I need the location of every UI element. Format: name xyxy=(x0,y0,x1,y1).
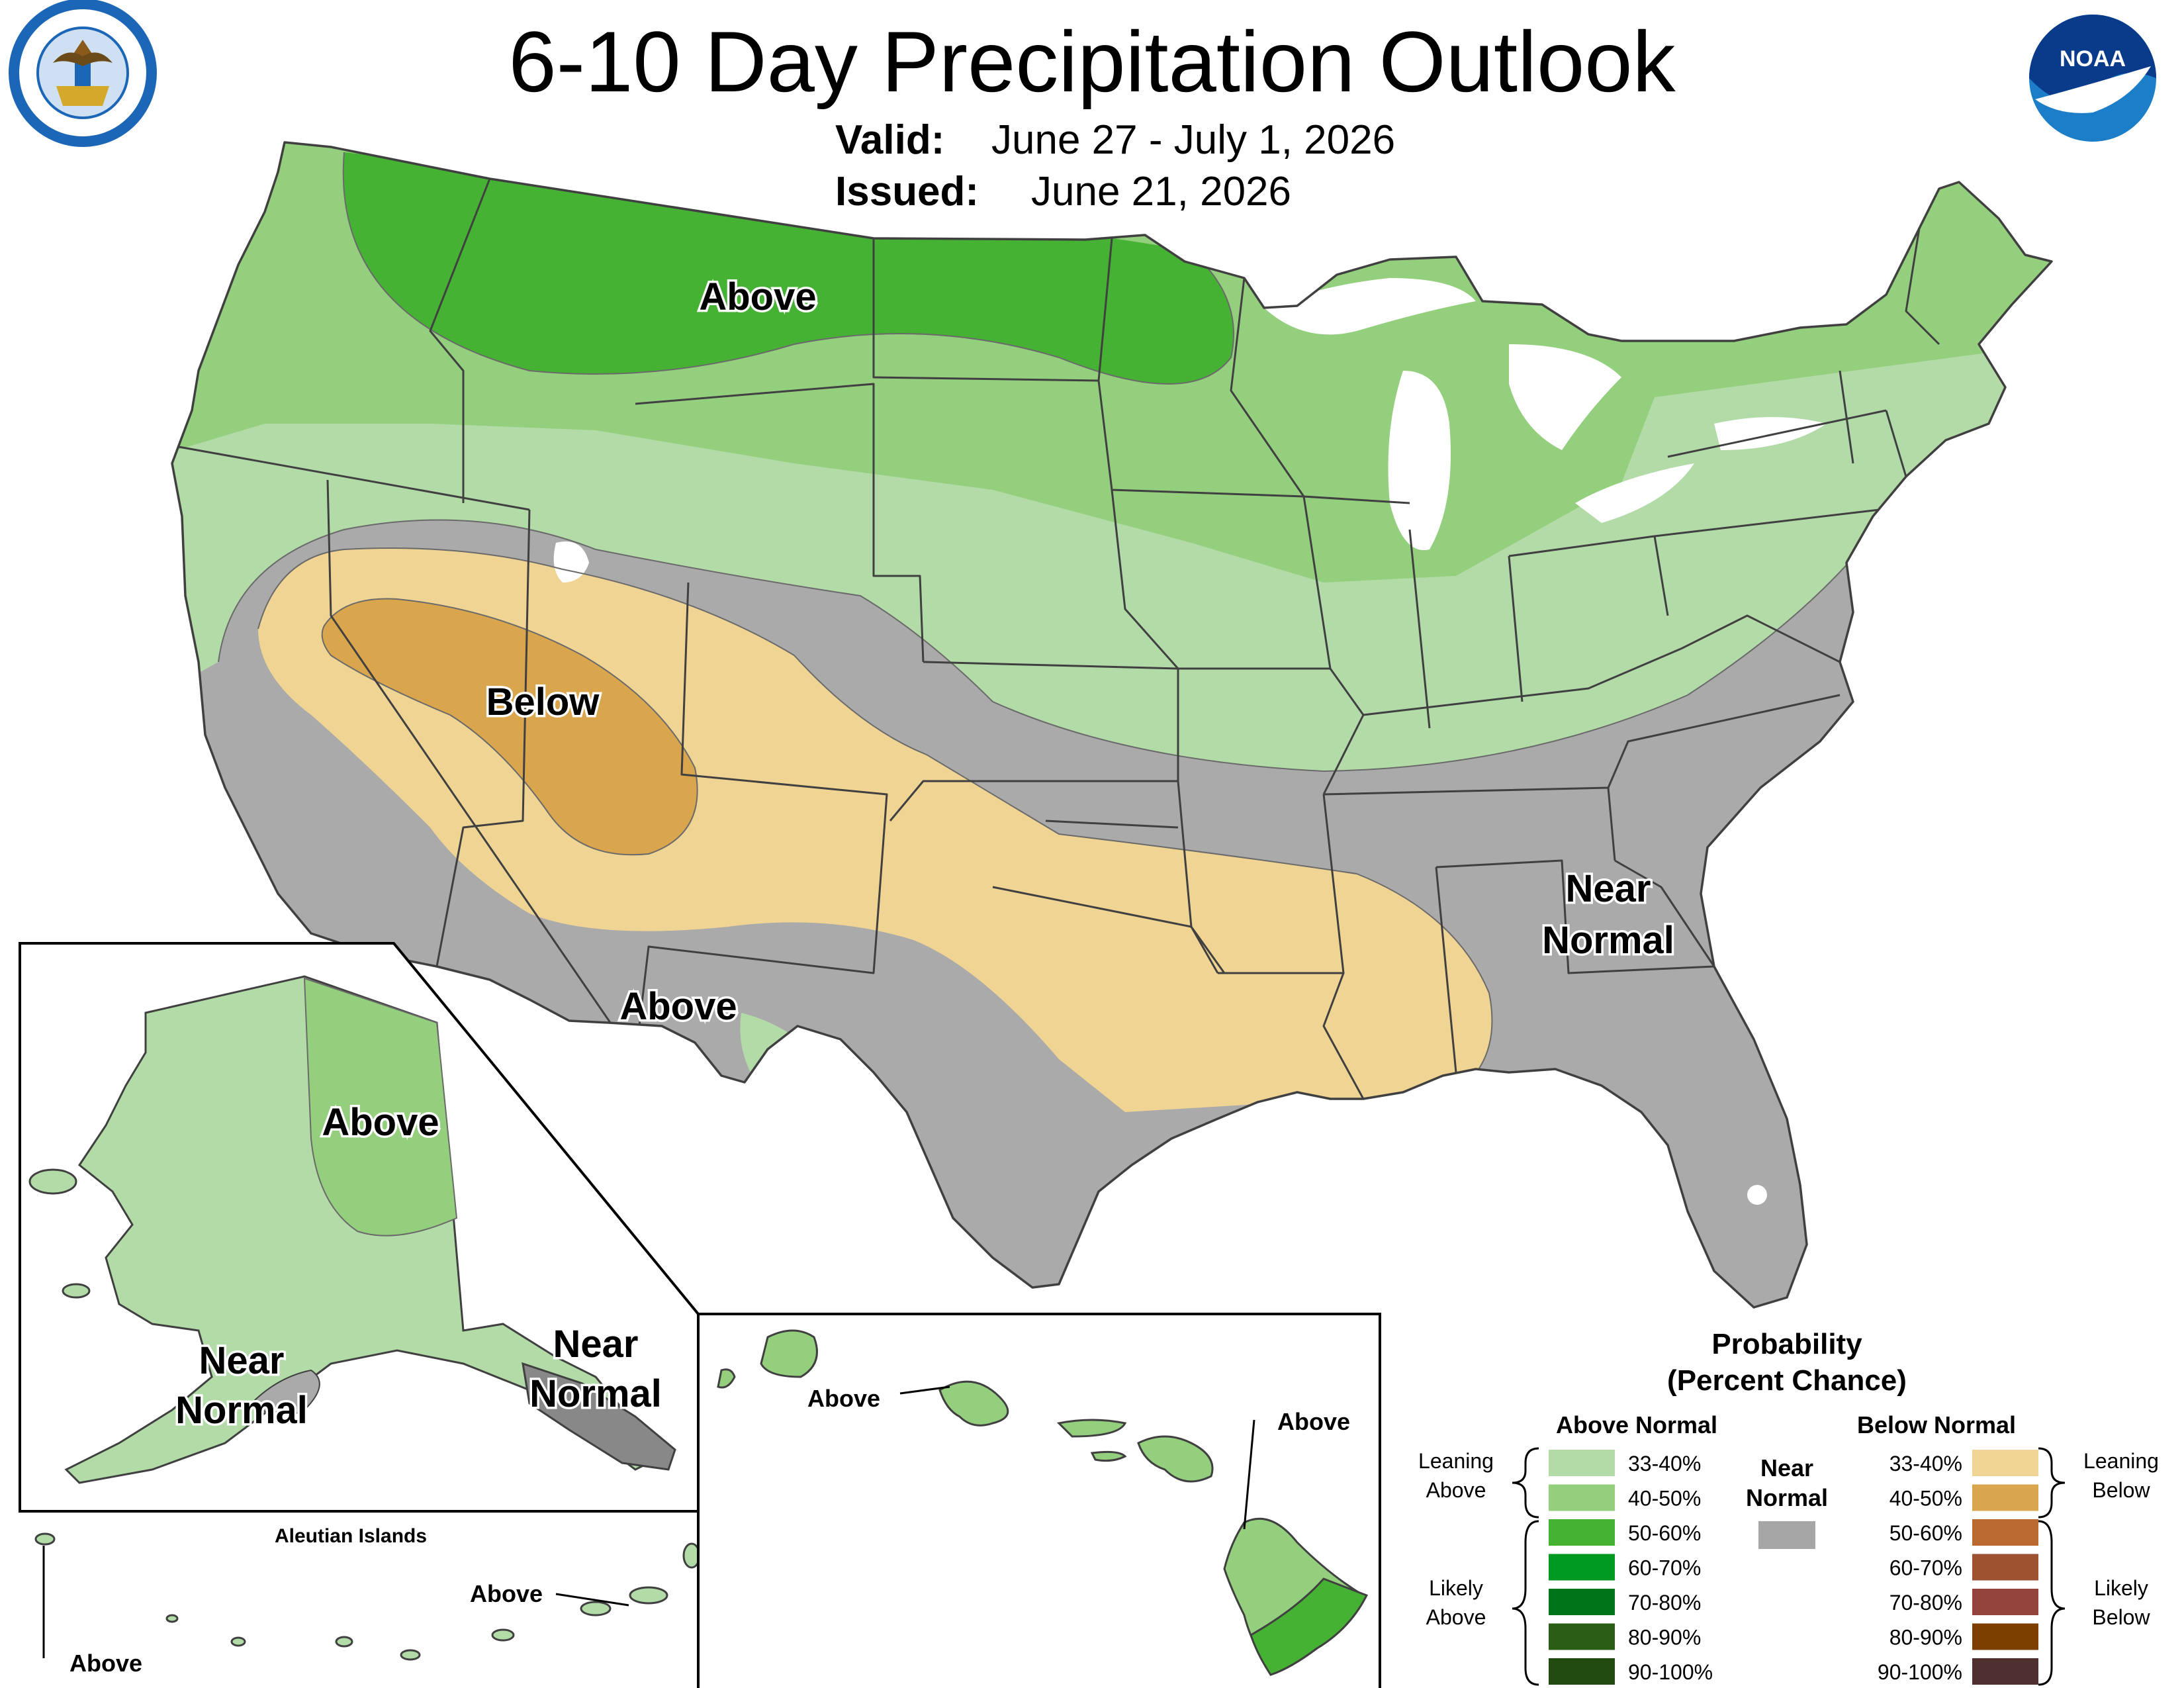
noaa-logo-text: NOAA xyxy=(2060,46,2126,71)
aleutian-above-east-label: Above xyxy=(470,1580,543,1607)
conus-below-label: Below xyxy=(486,680,600,724)
legend-title-2: (Percent Chance) xyxy=(1667,1364,1907,1397)
legend-above-label-2: 50-60% xyxy=(1628,1521,1701,1545)
department-of-commerce-seal-icon xyxy=(9,0,157,147)
legend-likely-above-2: Above xyxy=(1426,1605,1486,1629)
hawaii-above-west-label: Above xyxy=(807,1385,880,1412)
legend-below-swatch-3 xyxy=(1972,1554,2038,1581)
alaska-inset: Above Near Normal Near Normal xyxy=(19,942,700,1688)
legend-above-heading: Above Normal xyxy=(1556,1411,1717,1438)
legend-likely-below-1: Likely xyxy=(2094,1576,2148,1600)
legend-near-swatch xyxy=(1758,1521,1815,1549)
legend-above-swatch-4 xyxy=(1549,1589,1615,1615)
legend-above-label-1: 40-50% xyxy=(1628,1487,1701,1511)
alaska-near-sw-label-1: Near xyxy=(199,1339,285,1382)
issued-label: Issued: xyxy=(835,169,979,214)
alaska-near-se-label-1: Near xyxy=(553,1323,639,1366)
page-title: 6-10 Day Precipitation Outlook xyxy=(508,13,1676,110)
legend-title-1: Probability xyxy=(1711,1328,1862,1360)
legend-below-heading: Below Normal xyxy=(1857,1411,2016,1438)
legend-leaning-below-1: Leaning xyxy=(2083,1449,2159,1473)
legend-below-label-2: 50-60% xyxy=(1889,1521,1962,1545)
legend-leaning-above-2: Above xyxy=(1426,1478,1486,1502)
legend-below-swatch-4 xyxy=(1972,1589,2038,1615)
legend-above-swatch-1 xyxy=(1549,1484,1615,1511)
legend-above-label-6: 90-100% xyxy=(1628,1660,1713,1684)
valid-label: Valid: xyxy=(835,117,944,163)
issued-date: June 21, 2026 xyxy=(1031,169,1291,214)
legend-leaning-below-2: Below xyxy=(2092,1478,2150,1502)
legend-above-swatch-2 xyxy=(1549,1519,1615,1546)
legend-above-swatch-6 xyxy=(1549,1658,1615,1685)
legend-below-swatch-5 xyxy=(1972,1623,2038,1650)
legend-above-label-5: 80-90% xyxy=(1628,1626,1701,1650)
legend-below-swatch-0 xyxy=(1972,1450,2038,1476)
legend-below-swatch-1 xyxy=(1972,1484,2038,1511)
noaa-logo-icon: NOAA xyxy=(2029,15,2156,142)
conus-above-north-label: Above xyxy=(699,275,816,318)
legend-below-label-6: 90-100% xyxy=(1878,1660,1962,1684)
legend-above-label-3: 60-70% xyxy=(1628,1556,1701,1580)
legend: Probability (Percent Chance) Above Norma… xyxy=(1418,1328,2159,1686)
legend-likely-above-1: Likely xyxy=(1429,1576,1483,1600)
conus-map: Above Below Above Near Normal xyxy=(171,141,2053,1309)
alaska-near-sw-label-2: Normal xyxy=(175,1389,308,1432)
legend-below-label-3: 60-70% xyxy=(1889,1556,1962,1580)
conus-near-normal-label-2: Normal xyxy=(1542,919,1674,962)
legend-likely-below-2: Below xyxy=(2092,1605,2150,1629)
valid-date: June 27 - July 1, 2026 xyxy=(991,117,1395,163)
legend-above-swatch-5 xyxy=(1549,1623,1615,1650)
legend-leaning-above-1: Leaning xyxy=(1418,1449,1494,1473)
legend-above-label-0: 33-40% xyxy=(1628,1452,1701,1476)
alaska-above-label: Above xyxy=(322,1101,439,1144)
alaska-near-se-label-2: Normal xyxy=(529,1372,662,1415)
legend-above-swatch-0 xyxy=(1549,1450,1615,1476)
legend-below-swatch-6 xyxy=(1972,1658,2038,1685)
legend-below-swatch-2 xyxy=(1972,1519,2038,1546)
legend-near-heading-2: Normal xyxy=(1746,1484,1828,1511)
aleutian-inset: Aleutian Islands Above Above xyxy=(34,1525,701,1677)
legend-below-label-4: 70-80% xyxy=(1889,1591,1962,1615)
conus-near-normal-label-1: Near xyxy=(1566,867,1651,910)
hawaii-above-east-label: Above xyxy=(1277,1408,1350,1435)
legend-below-rows: 33-40% 40-50% 50-60% 60-70% 70-80% 80-90% 90-1… xyxy=(1878,1450,2038,1685)
legend-above-label-4: 70-80% xyxy=(1628,1591,1701,1615)
aleutian-above-west-label: Above xyxy=(69,1650,142,1677)
legend-below-label-0: 33-40% xyxy=(1889,1452,1962,1476)
hawaii-inset: Above Above xyxy=(697,1313,1381,1688)
legend-below-label-5: 80-90% xyxy=(1889,1626,1962,1650)
conus-above-south-label: Above xyxy=(619,985,737,1028)
legend-above-swatch-3 xyxy=(1549,1554,1615,1581)
legend-near-heading-1: Near xyxy=(1760,1454,1813,1481)
aleutian-title: Aleutian Islands xyxy=(275,1525,427,1547)
legend-above-rows: 33-40% 40-50% 50-60% 60-70% 70-80% 80-90% 90-1… xyxy=(1549,1450,1713,1685)
legend-below-label-1: 40-50% xyxy=(1889,1487,1962,1511)
